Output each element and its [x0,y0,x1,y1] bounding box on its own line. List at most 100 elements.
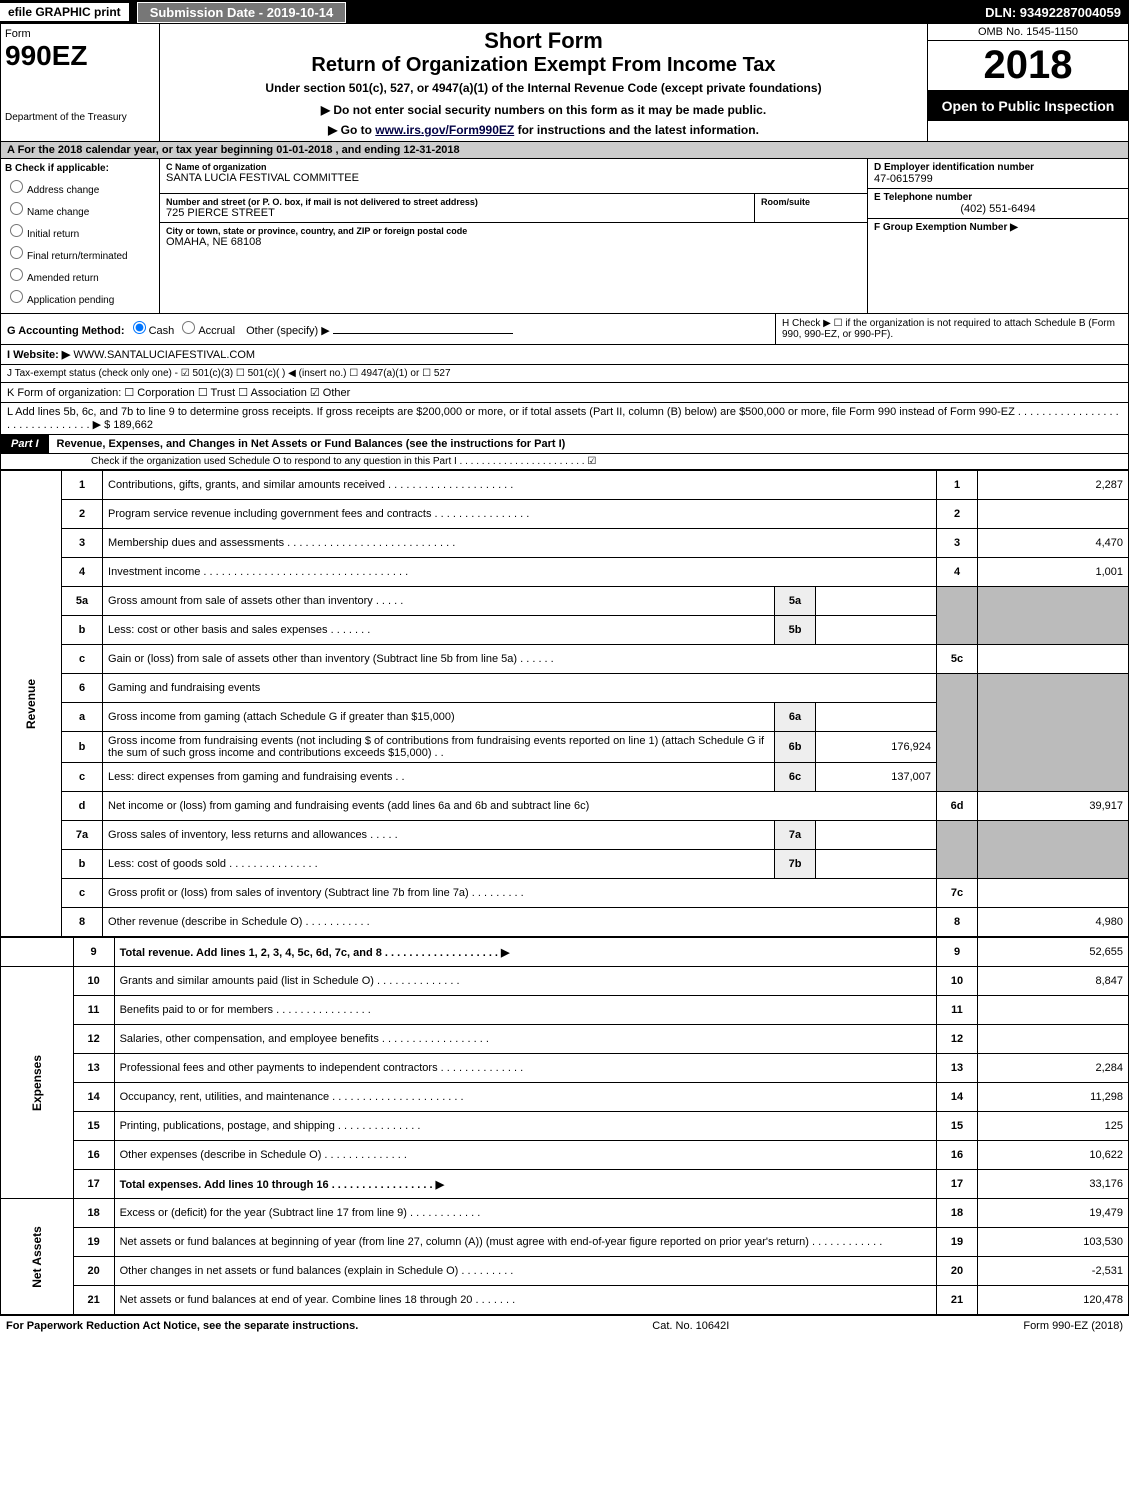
line-amount: 4,980 [978,908,1129,937]
line-num: 11 [73,996,114,1025]
line-rnum: 21 [937,1286,978,1315]
sub-val: 137,007 [816,763,937,792]
footer-center: Cat. No. 10642I [358,1320,1023,1332]
line-amount: 120,478 [978,1286,1129,1315]
table-row: c Gain or (loss) from sale of assets oth… [1,645,1129,674]
sub-val: 176,924 [816,732,937,763]
submission-date: Submission Date - 2019-10-14 [137,2,347,23]
line-num: 20 [73,1257,114,1286]
line-num: 1 [62,471,103,500]
ssn-notice: ▶ Do not enter social security numbers o… [168,103,919,117]
grey-cell [937,821,978,879]
table-row: 12 Salaries, other compensation, and emp… [1,1025,1129,1054]
line-desc: Less: cost or other basis and sales expe… [103,616,775,645]
cb-application-pending[interactable] [10,290,23,303]
city-cell: City or town, state or province, country… [160,223,867,257]
line-desc: Total expenses. Add lines 10 through 16 … [114,1170,936,1199]
line-num: 14 [73,1083,114,1112]
line-k: K Form of organization: ☐ Corporation ☐ … [0,383,1129,403]
phone-value: (402) 551-6494 [874,203,1122,215]
line-rnum: 5c [937,645,978,674]
line-num: b [62,850,103,879]
line-amount: 11,298 [978,1083,1129,1112]
line-i: I Website: ▶ WWW.SANTALUCIAFESTIVAL.COM [0,345,1129,365]
line-num: c [62,763,103,792]
sub-val [816,821,937,850]
cb-name-change[interactable] [10,202,23,215]
line-num: 6 [62,674,103,703]
line-desc: Program service revenue including govern… [103,500,937,529]
open-public: Open to Public Inspection [928,91,1128,121]
line-num: 2 [62,500,103,529]
goto-line: ▶ Go to www.irs.gov/Form990EZ for instru… [168,123,919,137]
tax-year-end: 12-31-2018 [403,144,459,156]
line-desc: Other revenue (describe in Schedule O) .… [103,908,937,937]
table-row: 21 Net assets or fund balances at end of… [1,1286,1129,1315]
cb-final-return-label: Final return/terminated [27,251,128,262]
website-value: WWW.SANTALUCIAFESTIVAL.COM [73,349,255,361]
line-num: d [62,792,103,821]
line-desc: Less: direct expenses from gaming and fu… [103,763,775,792]
org-name-cell: C Name of organization SANTA LUCIA FESTI… [160,159,867,194]
sub-val [816,616,937,645]
table-row: 7a Gross sales of inventory, less return… [1,821,1129,850]
sub-num: 6c [775,763,816,792]
line-desc: Contributions, gifts, grants, and simila… [103,471,937,500]
line-num: 19 [73,1228,114,1257]
line-desc: Excess or (deficit) for the year (Subtra… [114,1199,936,1228]
line-desc: Gross profit or (loss) from sales of inv… [103,879,937,908]
goto-link[interactable]: www.irs.gov/Form990EZ [375,123,514,137]
table-row: 15 Printing, publications, postage, and … [1,1112,1129,1141]
table-row: 11 Benefits paid to or for members . . .… [1,996,1129,1025]
cb-amended-return[interactable] [10,268,23,281]
sub-val [816,587,937,616]
line-num: c [62,879,103,908]
name-address-column: C Name of organization SANTA LUCIA FESTI… [160,159,868,313]
line-desc: Other expenses (describe in Schedule O) … [114,1141,936,1170]
cb-initial-return[interactable] [10,224,23,237]
line-desc: Gaming and fundraising events [103,674,937,703]
netassets-side-label: Net Assets [1,1199,74,1315]
grey-cell [937,587,978,645]
line-num: a [62,703,103,732]
header-right: OMB No. 1545-1150 2018 Open to Public In… [928,24,1128,141]
line-desc: Benefits paid to or for members . . . . … [114,996,936,1025]
checkbox-column-b: B Check if applicable: Address change Na… [1,159,160,313]
table-row: 16 Other expenses (describe in Schedule … [1,1141,1129,1170]
short-form-title: Short Form [168,28,919,54]
entity-block: B Check if applicable: Address change Na… [0,159,1129,314]
part-1-title: Revenue, Expenses, and Changes in Net As… [49,435,1128,453]
cb-address-change[interactable] [10,180,23,193]
radio-accrual[interactable] [182,321,195,334]
omb-number: OMB No. 1545-1150 [928,24,1128,41]
radio-cash[interactable] [133,321,146,334]
line-rnum: 12 [937,1025,978,1054]
line-a-mid: , and ending [336,144,404,156]
cb-final-return[interactable] [10,246,23,259]
addr-label: Number and street (or P. O. box, if mail… [166,197,748,207]
city-label: City or town, state or province, country… [166,226,861,236]
goto-prefix: ▶ Go to [328,123,375,137]
b-title: B Check if applicable: [5,163,155,174]
cb-application-pending-label: Application pending [27,295,114,306]
line-amount [978,500,1129,529]
line-num: b [62,616,103,645]
line-desc: Gross amount from sale of assets other t… [103,587,775,616]
efile-label: efile GRAPHIC print [0,3,129,21]
table-row: d Net income or (loss) from gaming and f… [1,792,1129,821]
city-state-zip: OMAHA, NE 68108 [166,236,861,248]
line-desc: Printing, publications, postage, and shi… [114,1112,936,1141]
top-bar: efile GRAPHIC print Submission Date - 20… [0,0,1129,24]
g-accounting: G Accounting Method: Cash Accrual Other … [1,314,776,344]
table-row: Net Assets 18 Excess or (deficit) for th… [1,1199,1129,1228]
line-rnum: 16 [937,1141,978,1170]
addr-cell: Number and street (or P. O. box, if mail… [160,194,754,222]
line-amount [978,645,1129,674]
line-num: 12 [73,1025,114,1054]
line-a-prefix: A For the 2018 calendar year, or tax yea… [7,144,276,156]
line-amount: 2,284 [978,1054,1129,1083]
line-amount: 1,001 [978,558,1129,587]
line-num: 4 [62,558,103,587]
line-rnum: 1 [937,471,978,500]
line-amount: -2,531 [978,1257,1129,1286]
